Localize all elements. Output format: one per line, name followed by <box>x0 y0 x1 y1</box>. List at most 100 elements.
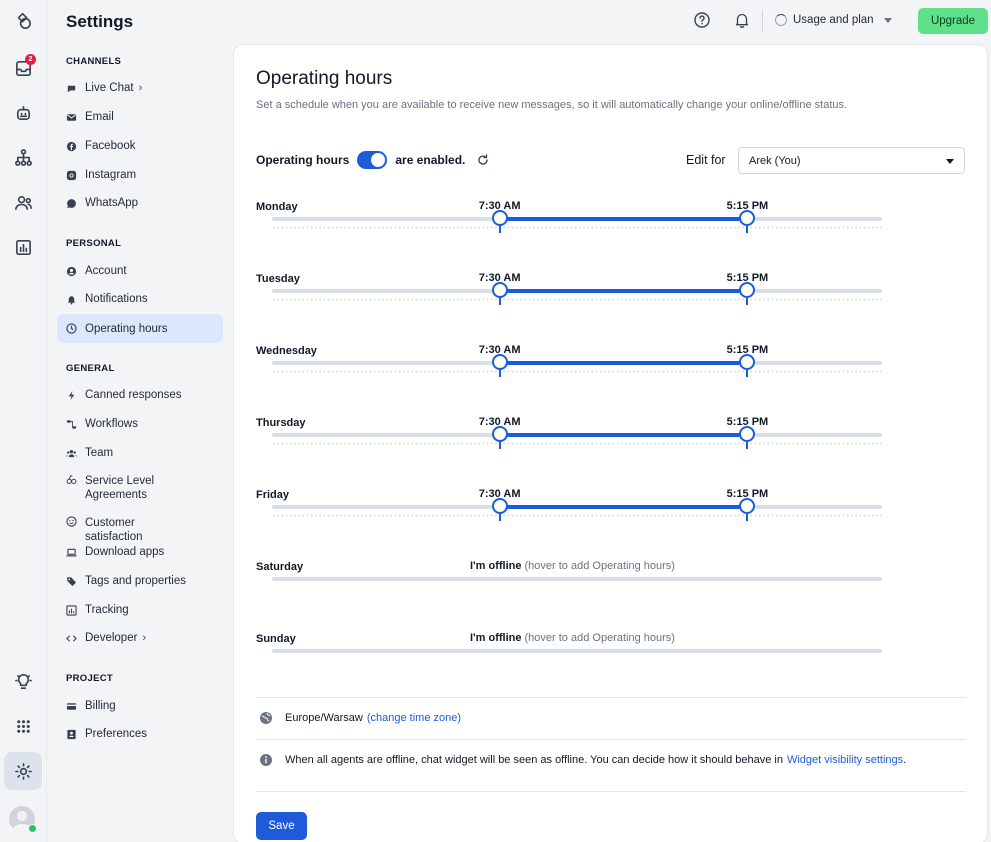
settings-title: Settings <box>66 12 134 31</box>
bell-icon <box>66 294 77 305</box>
end-time-handle[interactable] <box>739 282 756 298</box>
instagram-icon <box>66 170 77 181</box>
nav-item-whatsapp[interactable]: WhatsApp <box>57 196 223 210</box>
start-time-label: 7:30 AM <box>478 344 521 356</box>
edit-for-select[interactable]: Arek (You) <box>738 147 965 174</box>
day-name: Sunday <box>256 633 296 645</box>
nav-item-facebook[interactable]: Facebook <box>57 139 223 153</box>
hours-slider-track[interactable] <box>272 649 882 653</box>
inbox-icon[interactable]: 2 <box>4 49 42 87</box>
chevron-right-icon: › <box>142 632 147 644</box>
edit-for-value: Arek (You) <box>749 154 801 167</box>
upgrade-button[interactable]: Upgrade <box>918 8 988 34</box>
nav-item-label: Preferences <box>85 728 148 740</box>
chart-icon <box>66 604 77 616</box>
day-name: Friday <box>256 489 290 501</box>
nav-item-workflows[interactable]: Workflows <box>57 417 223 431</box>
end-time-label: 5:15 PM <box>726 344 769 356</box>
start-time-handle[interactable] <box>491 282 508 298</box>
nav-section-general: GENERAL <box>66 363 115 374</box>
nav-item-label: Tags and properties <box>85 575 187 587</box>
nav-item-label: Customer satisfaction <box>85 517 143 543</box>
reports-icon[interactable] <box>4 228 42 266</box>
usage-and-plan-dropdown[interactable]: Usage and plan <box>775 14 892 26</box>
offline-label: I'm offline (hover to add Operating hours… <box>470 560 675 572</box>
nav-item-account[interactable]: Account <box>57 264 223 278</box>
icon-rail: 2 <box>0 0 47 842</box>
settings-nav: Settings CHANNELS Live Chat › Email Facebook… <box>47 0 233 842</box>
chevron-down-icon <box>946 159 954 164</box>
operating-hours-panel: Operating hours Set a schedule when you … <box>233 44 988 842</box>
settings-gear-icon[interactable] <box>4 752 42 790</box>
end-time-handle[interactable] <box>739 426 756 442</box>
widget-visibility-link[interactable]: Widget visibility settings <box>786 754 904 766</box>
hours-range-fill <box>499 433 748 437</box>
start-time-label: 7:30 AM <box>478 272 521 284</box>
end-time-handle[interactable] <box>739 498 756 514</box>
end-time-handle[interactable] <box>739 210 756 226</box>
nav-item-label: Instagram <box>85 169 137 181</box>
apps-grid-icon[interactable] <box>4 707 42 745</box>
slider-handle-stem <box>498 298 501 305</box>
day-name: Thursday <box>256 417 306 429</box>
nav-item-label: Notifications <box>85 293 148 305</box>
nav-item-email[interactable]: Email <box>57 110 223 124</box>
nav-item-instagram[interactable]: Instagram <box>57 168 223 182</box>
nav-item-tracking[interactable]: Tracking <box>57 603 223 617</box>
nav-item-label: Team <box>85 447 114 459</box>
start-time-handle[interactable] <box>491 426 508 442</box>
day-row-tuesday: Tuesday 7:30 AM 5:15 PM <box>234 262 989 322</box>
nav-item-label: Developer <box>85 632 138 644</box>
lightbulb-icon[interactable] <box>4 662 42 700</box>
divider <box>256 791 966 792</box>
nav-item-notifications[interactable]: Notifications <box>57 292 223 306</box>
start-time-handle[interactable] <box>491 210 508 226</box>
nav-item-team[interactable]: Team <box>57 446 223 460</box>
facebook-icon <box>66 141 77 152</box>
nav-item-label: Tracking <box>85 604 129 616</box>
bot-icon[interactable] <box>4 94 42 132</box>
nav-item-customer-satisfaction[interactable]: Customer satisfaction <box>57 516 223 544</box>
slider-handle-stem <box>498 226 501 233</box>
nav-item-label: Live Chat <box>85 82 134 94</box>
logo-icon[interactable] <box>4 2 42 40</box>
nav-item-developer[interactable]: Developer › <box>57 631 223 645</box>
toggle-knob <box>371 153 386 167</box>
hours-slider-track[interactable] <box>272 577 882 581</box>
workflow-tree-icon[interactable] <box>4 138 42 176</box>
mail-icon <box>66 112 77 123</box>
divider <box>256 697 966 698</box>
nav-item-label: Workflows <box>85 418 138 430</box>
user-avatar[interactable] <box>9 806 35 832</box>
nav-item-billing[interactable]: Billing <box>57 699 223 713</box>
help-icon[interactable] <box>693 11 711 29</box>
start-time-label: 7:30 AM <box>478 200 521 212</box>
operating-hours-toggle[interactable] <box>357 151 388 169</box>
smile-icon <box>66 516 77 527</box>
slider-ticks <box>272 442 882 445</box>
nav-item-download-apps[interactable]: Download apps <box>57 545 223 559</box>
nav-item-canned-responses[interactable]: Canned responses <box>57 388 223 402</box>
save-button[interactable]: Save <box>256 812 307 840</box>
bell-icon[interactable] <box>733 11 751 29</box>
timezone-row: Europe/Warsaw (change time zone) <box>259 711 461 725</box>
offline-hint: (hover to add Operating hours) <box>524 632 675 644</box>
start-time-handle[interactable] <box>491 354 508 370</box>
edit-for-label: Edit for <box>686 153 726 167</box>
nav-item-preferences[interactable]: Preferences <box>57 727 223 741</box>
nav-item-service-level-agreements[interactable]: Service Level Agreements <box>57 474 223 502</box>
nav-item-live-chat[interactable]: Live Chat › <box>57 81 223 95</box>
nav-item-tags-and-properties[interactable]: Tags and properties <box>57 574 223 588</box>
nav-item-operating-hours[interactable]: Operating hours <box>57 314 223 343</box>
refresh-icon[interactable] <box>477 154 489 166</box>
contacts-icon[interactable] <box>4 183 42 221</box>
end-time-handle[interactable] <box>739 354 756 370</box>
change-timezone-link[interactable]: (change time zone) <box>366 712 462 724</box>
start-time-handle[interactable] <box>491 498 508 514</box>
slider-handle-stem <box>746 226 749 233</box>
offline-note-text: When all agents are offline, chat widget… <box>285 754 783 766</box>
divider <box>256 739 966 740</box>
nav-item-label: Service Level Agreements <box>85 475 155 501</box>
hours-range-fill <box>499 361 748 365</box>
end-time-label: 5:15 PM <box>726 488 769 500</box>
